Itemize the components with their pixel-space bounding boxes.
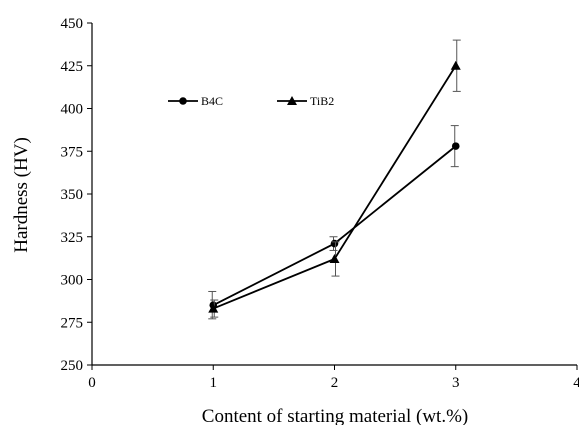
y-tick-label: 250 — [61, 358, 84, 374]
y-axis-title: Hardness (HV) — [11, 137, 32, 253]
y-tick-label: 450 — [61, 16, 84, 32]
legend-item-b4c: B4C — [168, 94, 223, 108]
legend-marker — [287, 96, 297, 105]
series-tib2 — [208, 39, 461, 318]
plot-area — [91, 23, 577, 366]
legend-item-tib2: TiB2 — [277, 94, 334, 108]
data-point — [329, 253, 340, 263]
y-tick-label: 350 — [61, 187, 84, 203]
x-axis-ticks: 0 1 2 3 4 — [88, 365, 579, 391]
data-point — [451, 142, 460, 150]
y-axis-ticks: 250 275 300 325 350 375 400 425 450 — [61, 16, 92, 374]
series-line — [212, 65, 457, 310]
y-tick-label: 375 — [61, 144, 84, 160]
y-tick-label: 325 — [61, 230, 84, 246]
series-line — [212, 145, 457, 306]
series-b4c — [208, 125, 460, 320]
y-tick-label: 425 — [61, 59, 84, 75]
legend-marker — [179, 97, 187, 105]
data-point — [208, 303, 219, 313]
x-axis-title: Content of starting material (wt.%) — [202, 406, 468, 425]
legend-label: TiB2 — [310, 94, 334, 108]
series-layer — [208, 39, 461, 320]
y-tick-label: 275 — [61, 315, 84, 331]
x-tick-label: 4 — [573, 375, 579, 391]
legend-label: B4C — [201, 94, 223, 108]
x-tick-label: 1 — [210, 375, 218, 391]
legend: B4C TiB2 — [168, 94, 334, 108]
y-tick-label: 300 — [61, 273, 84, 289]
x-tick-label: 3 — [452, 375, 460, 391]
data-point — [450, 60, 461, 70]
data-point — [330, 239, 339, 248]
x-tick-label: 2 — [331, 375, 339, 391]
x-tick-label: 0 — [88, 375, 96, 391]
y-tick-label: 400 — [61, 102, 84, 118]
